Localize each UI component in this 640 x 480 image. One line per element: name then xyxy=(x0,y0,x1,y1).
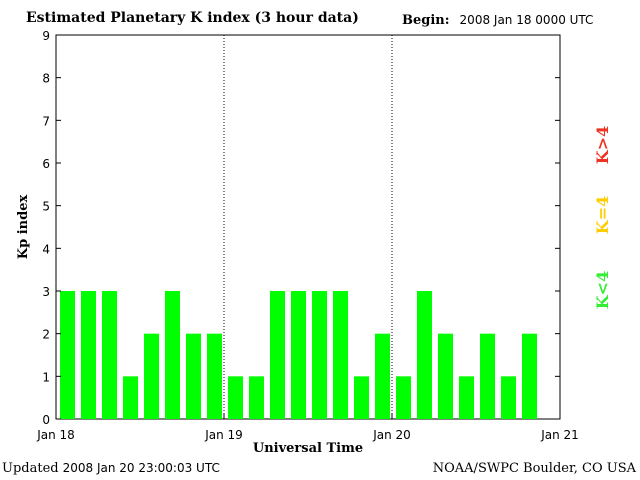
x-axis-label: Universal Time xyxy=(253,441,363,456)
kp-bar xyxy=(123,376,138,419)
kp-bar xyxy=(396,376,411,419)
legend-entry: K=4 xyxy=(593,196,612,234)
kp-bar xyxy=(249,376,264,419)
legend-entry: K<4 xyxy=(593,271,612,309)
updated-value: 2008 Jan 20 23:00:03 UTC xyxy=(62,461,220,475)
source-credit: NOAA/SWPC Boulder, CO USA xyxy=(432,461,636,476)
y-axis-label: Kp index xyxy=(16,195,31,260)
y-tick-label: 5 xyxy=(42,200,50,214)
begin-label: Begin: xyxy=(402,13,450,28)
kp-bar xyxy=(480,333,495,419)
chart-title: Estimated Planetary K index (3 hour data… xyxy=(26,10,359,26)
x-tick-label: Jan 21 xyxy=(540,428,579,442)
kp-bar xyxy=(375,333,390,419)
y-tick-label: 1 xyxy=(42,370,50,384)
kp-bar xyxy=(501,376,516,419)
kp-bar xyxy=(354,376,369,419)
kp-bar xyxy=(312,291,327,419)
kp-bar xyxy=(144,333,159,419)
y-tick-label: 7 xyxy=(42,114,50,128)
x-tick-label: Jan 18 xyxy=(36,428,75,442)
y-tick-label: 8 xyxy=(42,72,50,86)
y-tick-label: 3 xyxy=(42,285,50,299)
kp-bar xyxy=(522,333,537,419)
y-tick-label: 0 xyxy=(42,413,50,427)
kp-bar xyxy=(102,291,117,419)
legend-entry: K>4 xyxy=(593,126,612,164)
kp-bar xyxy=(60,291,75,419)
y-tick-label: 4 xyxy=(42,242,50,256)
updated-info: Updated 2008 Jan 20 23:00:03 UTC xyxy=(2,461,220,476)
y-tick-label: 9 xyxy=(42,29,50,43)
kp-bar xyxy=(333,291,348,419)
kp-bar xyxy=(207,333,222,419)
y-tick-label: 2 xyxy=(42,328,50,342)
plot-frame xyxy=(55,34,561,420)
begin-value: 2008 Jan 18 0000 UTC xyxy=(459,13,594,27)
kp-bar xyxy=(459,376,474,419)
kp-bar xyxy=(165,291,180,419)
kp-bar xyxy=(186,333,201,419)
kp-bar xyxy=(291,291,306,419)
y-tick-label: 6 xyxy=(42,157,50,171)
updated-label: Updated xyxy=(2,461,59,476)
x-tick-label: Jan 20 xyxy=(372,428,411,442)
kp-bar xyxy=(438,333,453,419)
begin-info: Begin: 2008 Jan 18 0000 UTC xyxy=(402,13,593,28)
kp-bar xyxy=(81,291,96,419)
x-tick-label: Jan 19 xyxy=(204,428,243,442)
kp-bar xyxy=(417,291,432,419)
kp-bar xyxy=(270,291,285,419)
kp-bar xyxy=(228,376,243,419)
